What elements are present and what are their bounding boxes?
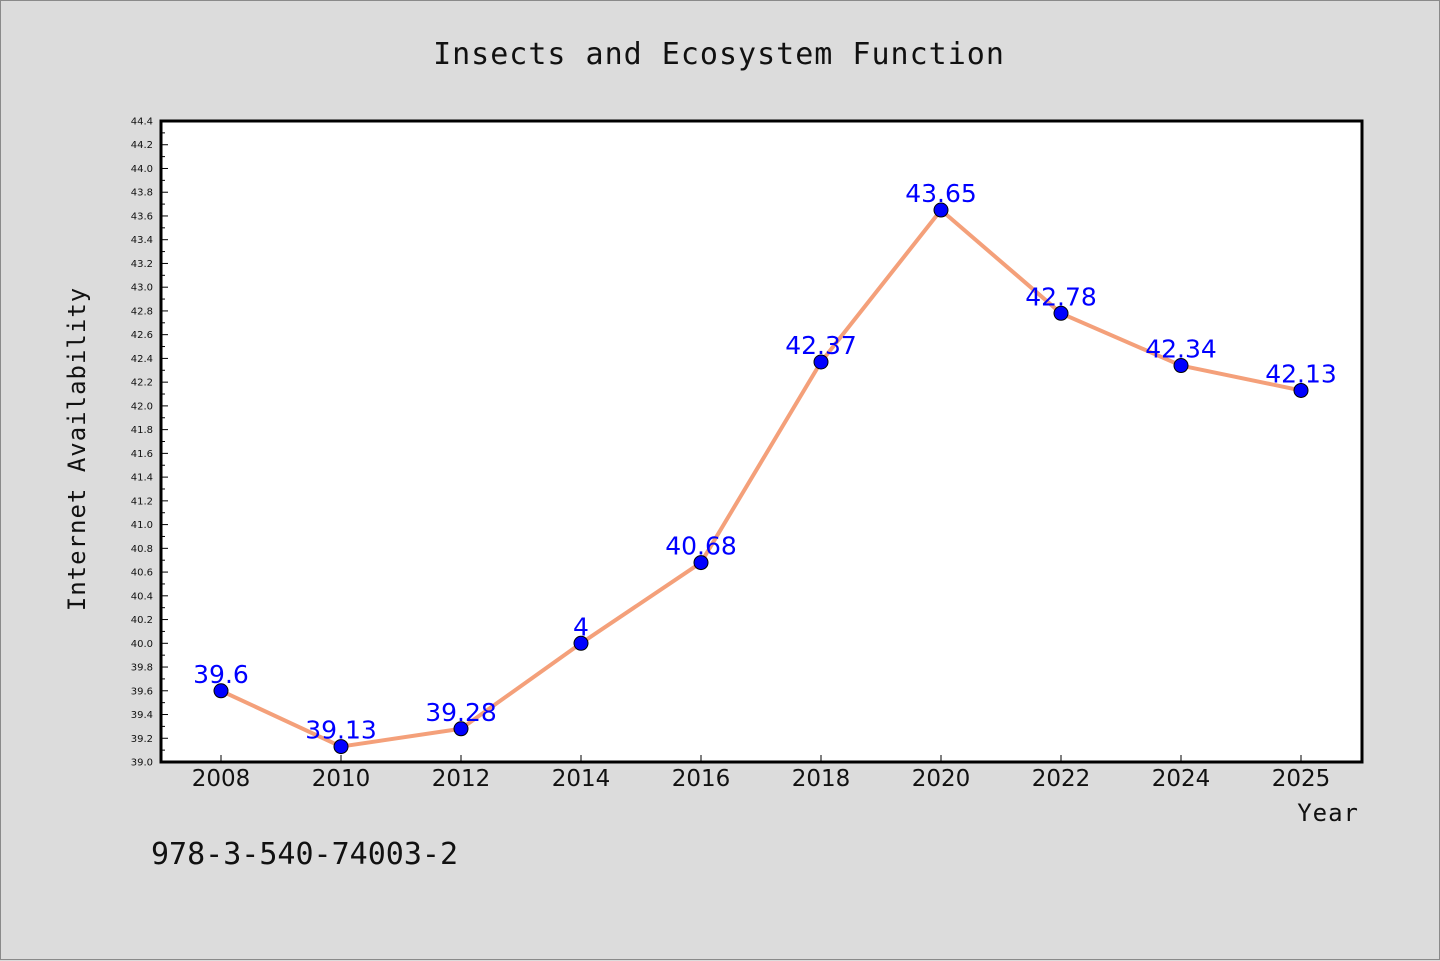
data-point[interactable]	[1173, 358, 1189, 374]
y-tick-label: 40.0	[131, 639, 153, 650]
data-label: 42.78	[1025, 282, 1097, 311]
y-tick-label: 43.0	[131, 283, 153, 294]
data-label: 42.34	[1145, 335, 1217, 364]
data-label: 39.6	[193, 660, 249, 689]
x-tick-label: 2012	[432, 766, 491, 792]
y-tick-label: 39.2	[131, 734, 153, 745]
y-tick-label: 42.6	[131, 330, 153, 341]
y-tick-label: 41.0	[131, 520, 153, 531]
data-point[interactable]	[1293, 382, 1309, 398]
y-tick-label: 43.4	[131, 235, 153, 246]
y-tick-label: 41.6	[131, 449, 153, 460]
x-tick-label: 2024	[1152, 766, 1211, 792]
y-tick-label: 43.2	[131, 259, 153, 270]
x-tick-label: 2018	[792, 766, 851, 792]
data-point[interactable]	[693, 555, 709, 571]
y-tick-label: 39.4	[131, 710, 153, 721]
data-label: 40.68	[665, 532, 737, 561]
y-tick-label: 44.0	[131, 164, 153, 175]
data-point[interactable]	[453, 721, 469, 737]
data-point[interactable]	[1053, 305, 1069, 321]
series-line	[220, 208, 1302, 749]
isbn-footnote: 978-3-540-74003-2	[151, 837, 458, 872]
data-label: 42.13	[1265, 359, 1337, 388]
y-tick-label: 44.2	[131, 140, 153, 151]
y-tick-label: 42.2	[131, 378, 153, 389]
y-tick-label: 39.6	[131, 686, 153, 697]
x-tick-label: 2014	[552, 766, 611, 792]
y-tick-label: 41.4	[131, 473, 153, 484]
x-axis-label: Year	[1297, 799, 1359, 827]
data-label: 4	[573, 612, 589, 641]
data-label: 39.28	[425, 698, 497, 727]
data-label: 42.37	[785, 331, 857, 360]
y-tick-label: 44.4	[131, 117, 153, 128]
y-tick-label: 39.0	[131, 758, 153, 769]
x-tick-label: 2020	[912, 766, 971, 792]
data-label: 43.65	[905, 179, 977, 208]
data-point[interactable]	[813, 354, 829, 370]
data-label: 39.13	[305, 716, 377, 745]
y-axis-label: Internet Availability	[63, 287, 91, 611]
y-axis: 39.0 39.2 39.4 39.6 39.8 40.0 40.2 40.4 40.6 40.8…	[131, 117, 168, 769]
y-tick-label: 41.2	[131, 496, 153, 507]
chart-title: Insects and Ecosystem Function	[433, 37, 1005, 72]
y-tick-label: 39.8	[131, 663, 153, 674]
x-tick-label: 2008	[192, 766, 251, 792]
y-tick-label: 40.4	[131, 591, 153, 602]
y-tick-label: 40.2	[131, 615, 153, 626]
data-point[interactable]	[333, 739, 349, 755]
y-tick-label: 40.8	[131, 544, 153, 555]
y-tick-label: 42.4	[131, 354, 153, 365]
x-tick-label: 2025	[1272, 766, 1331, 792]
x-tick-label: 2010	[312, 766, 371, 792]
y-tick-label: 42.0	[131, 401, 153, 412]
y-tick-label: 41.8	[131, 425, 153, 436]
y-tick-label: 42.8	[131, 306, 153, 317]
data-point[interactable]	[933, 202, 949, 218]
x-axis: 2008 2010 2012 2014 2016 2018 2020 2022 2024 2025	[192, 755, 1331, 792]
y-tick-label: 43.6	[131, 211, 153, 222]
x-tick-label: 2016	[672, 766, 731, 792]
y-tick-label: 40.6	[131, 568, 153, 579]
plot-area	[159, 119, 1364, 764]
series-layer: 39.6 39.13 39.28 4 40.68 42.37 43.65 42.78 42.34…	[193, 179, 1337, 755]
x-tick-label: 2022	[1032, 766, 1091, 792]
data-point[interactable]	[213, 683, 229, 699]
y-tick-label: 43.8	[131, 188, 153, 199]
data-point[interactable]	[573, 635, 589, 651]
